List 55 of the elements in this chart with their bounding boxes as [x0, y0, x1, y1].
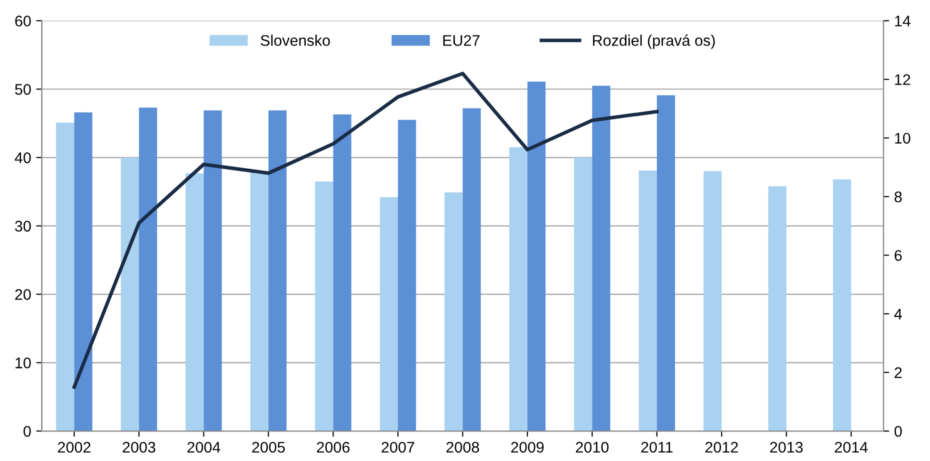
bar [250, 172, 268, 432]
legend-label: Rozdiel (pravá os) [593, 34, 715, 49]
bar [638, 170, 657, 432]
bar [333, 114, 352, 432]
y2-tick-label: 0 [894, 426, 902, 437]
bar [833, 179, 852, 432]
x-tick-label: 2008 [446, 442, 480, 453]
bar [704, 171, 722, 432]
bar [120, 158, 139, 432]
x-tick-label: 2005 [252, 442, 285, 453]
bar [186, 173, 204, 432]
bar [380, 197, 398, 432]
y-tick-label: 60 [15, 16, 31, 26]
bar [315, 181, 334, 432]
y-tick-label: 10 [16, 358, 31, 368]
x-tick-label: 2011 [641, 442, 673, 453]
x-tick-label: 2014 [834, 442, 868, 453]
x-tick-label: 2013 [770, 442, 803, 453]
bar [656, 95, 676, 432]
x-tick-label: 2004 [187, 442, 220, 453]
y2-tick-label: 12 [895, 74, 910, 85]
bar [444, 192, 463, 432]
y2-tick-label: 4 [894, 308, 902, 320]
bar [574, 158, 592, 432]
x-tick-label: 2003 [122, 442, 156, 453]
x-tick-label: 2007 [382, 442, 414, 453]
bar [527, 82, 546, 432]
x-tick-label: 2010 [576, 442, 609, 453]
bar [768, 186, 786, 432]
y-tick-label: 40 [14, 152, 31, 164]
x-tick-label: 2006 [316, 442, 350, 453]
line-series [72, 72, 659, 389]
y2-tick-label: 14 [895, 16, 910, 26]
y2-tick-label: 6 [894, 250, 902, 261]
bar [56, 122, 74, 432]
bar [509, 147, 528, 432]
y2-tick-label: 10 [895, 132, 910, 144]
bar [74, 112, 92, 432]
bar [398, 120, 416, 432]
y-tick-label: 50 [15, 84, 31, 95]
bar [592, 86, 610, 432]
y2-tick-label: 8 [894, 191, 902, 202]
x-tick-label: 2009 [511, 442, 544, 453]
bar [268, 110, 287, 432]
y-tick-label: 0 [24, 426, 31, 437]
x-tick-label: 2002 [58, 442, 90, 453]
y2-tick-label: 2 [894, 367, 902, 378]
y-tick-label: 30 [15, 220, 31, 232]
legend-label: EU27 [443, 35, 480, 46]
bar [138, 108, 158, 432]
y-tick-label: 20 [15, 289, 31, 300]
bar [204, 110, 222, 432]
legend-label: Slovensko [260, 34, 330, 46]
bar [462, 108, 481, 432]
x-tick-label: 2012 [705, 442, 738, 453]
